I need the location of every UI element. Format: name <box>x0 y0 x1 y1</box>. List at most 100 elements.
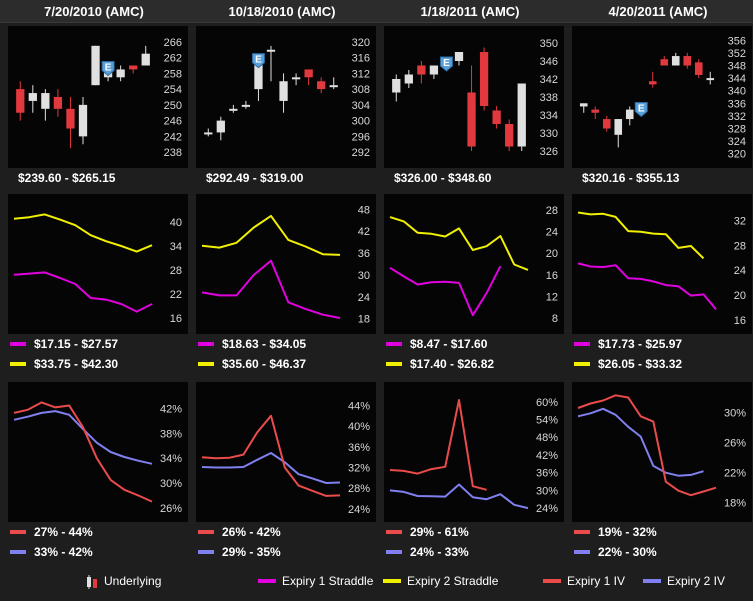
candle-body <box>694 62 703 75</box>
straddle1-range-1: $17.15 - $27.57 <box>10 337 118 351</box>
iv1-range-1: 27% - 44% <box>10 525 93 539</box>
y-tick-label: 8 <box>552 313 558 325</box>
iv1-line <box>577 394 717 497</box>
iv1-line <box>13 401 153 503</box>
y-tick-label: 350 <box>540 38 558 50</box>
earnings-badge-shape <box>439 56 453 72</box>
line-chart-svg: 28 24 20 16 12 8 <box>389 205 558 325</box>
y-tick-label: 254 <box>164 84 182 96</box>
y-tick-label: 22% <box>724 468 746 480</box>
iv2-swatch <box>386 549 402 554</box>
y-tick-label: 320 <box>352 37 370 49</box>
candle-body <box>16 89 25 113</box>
s1-line <box>389 265 502 317</box>
straddle1-range-4: $17.73 - $25.97 <box>574 337 682 351</box>
legend-underlying: Underlying <box>86 574 161 590</box>
y-tick-label: 36% <box>348 442 370 454</box>
iv2-line <box>201 452 341 484</box>
earnings-badge-shape <box>101 61 115 77</box>
y-tick-label: 16 <box>734 315 746 327</box>
line-chart-svg: 30% 26% 22% 18% <box>577 394 746 510</box>
candle-body <box>648 81 657 85</box>
candle-body <box>78 104 88 137</box>
y-tick-label: 312 <box>352 68 370 80</box>
candle-body <box>671 56 680 66</box>
legend-straddle2-label: Expiry 2 Straddle <box>407 574 499 588</box>
y-tick-label: 246 <box>164 116 182 128</box>
candle-body <box>229 108 238 111</box>
y-tick-label: 32 <box>734 216 746 228</box>
legend-iv2: Expiry 2 IV <box>643 574 725 588</box>
earnings-badge-text: E <box>255 55 262 66</box>
candle-body <box>417 65 426 75</box>
straddle1-swatch <box>386 341 402 346</box>
line-chart-svg: 42% 38% 34% 30% 26% <box>13 401 182 515</box>
price-chart-2: 320 316 312 308 304 300 296 292 E <box>196 26 376 168</box>
candle-body <box>317 81 326 90</box>
candle-body <box>141 53 150 66</box>
candle-body <box>66 108 75 129</box>
candle-body <box>625 109 634 120</box>
y-tick-label: 48% <box>536 432 558 444</box>
line-chart-svg: 32 28 24 20 16 <box>577 211 746 327</box>
iv2-range-text: 24% - 33% <box>410 545 469 559</box>
iv2-swatch <box>10 549 26 554</box>
line-chart-svg: 44% 40% 36% 32% 28% 24% <box>201 401 370 516</box>
y-tick-label: 338 <box>540 92 558 104</box>
y-tick-label: 16 <box>546 270 558 282</box>
y-tick-label: 340 <box>728 86 746 98</box>
straddle2-range-4: $26.05 - $33.32 <box>574 357 682 371</box>
y-tick-label: 262 <box>164 53 182 65</box>
y-tick-label: 48 <box>358 204 370 216</box>
earnings-marker: E <box>101 61 115 77</box>
candle-body <box>266 49 276 52</box>
y-tick-label: 30 <box>358 270 370 282</box>
earnings-marker: E <box>251 53 265 69</box>
legend-iv1-label: Expiry 1 IV <box>567 574 626 588</box>
iv1-range-text: 29% - 61% <box>410 525 469 539</box>
candlestick-svg: 320 316 312 308 304 300 296 292 E <box>204 37 370 159</box>
iv1-swatch <box>574 529 590 534</box>
candle-body <box>579 103 588 107</box>
price-range-2: $292.49 - $319.00 <box>206 171 304 185</box>
straddle2-range-text: $35.60 - $46.37 <box>222 357 307 371</box>
straddle2-swatch <box>10 361 26 366</box>
candle-body <box>467 92 476 147</box>
iv2-swatch <box>198 549 214 554</box>
candlestick-svg: 350 346 342 338 334 330 326 E <box>392 38 558 158</box>
y-tick-label: 292 <box>352 147 370 159</box>
line-chart-svg: 60% 54% 48% 42% 36% 30% 24% <box>389 397 558 515</box>
y-tick-label: 238 <box>164 147 182 159</box>
y-tick-label: 308 <box>352 84 370 96</box>
candle-body <box>517 83 526 147</box>
candle-body <box>492 110 501 124</box>
candle-body <box>479 52 489 106</box>
y-tick-label: 334 <box>540 110 558 122</box>
iv-chart-4: 30% 26% 22% 18% <box>572 382 752 522</box>
s2-line <box>389 216 529 271</box>
s2-line <box>577 211 705 260</box>
y-tick-label: 316 <box>352 53 370 65</box>
y-tick-label: 20 <box>734 290 746 302</box>
candle-body <box>404 74 413 84</box>
straddle2-range-3: $17.40 - $26.82 <box>386 357 494 371</box>
y-tick-label: 28 <box>734 240 746 252</box>
legend-straddle1: Expiry 1 Straddle <box>258 574 373 588</box>
earnings-badge-text: E <box>105 63 112 74</box>
legend-iv2-label: Expiry 2 IV <box>667 574 726 588</box>
candle-body <box>706 78 715 81</box>
y-tick-label: 34 <box>170 241 182 253</box>
earnings-marker: E <box>634 101 648 118</box>
y-tick-label: 242 <box>164 131 182 143</box>
straddle2-range-text: $17.40 - $26.82 <box>410 357 495 371</box>
candle-body <box>392 79 401 93</box>
s1-line <box>577 262 717 310</box>
s2-line <box>13 213 153 253</box>
price-range-4: $320.16 - $355.13 <box>582 171 680 185</box>
straddle-chart-4: 32 28 24 20 16 <box>572 194 752 334</box>
candle-body <box>91 45 100 86</box>
y-tick-label: 22 <box>170 289 182 301</box>
column-title-2: 10/18/2010 (AMC) <box>228 4 336 19</box>
iv1-range-text: 27% - 44% <box>34 525 93 539</box>
chart-legend: Underlying Expiry 1 Straddle Expiry 2 St… <box>0 568 753 598</box>
